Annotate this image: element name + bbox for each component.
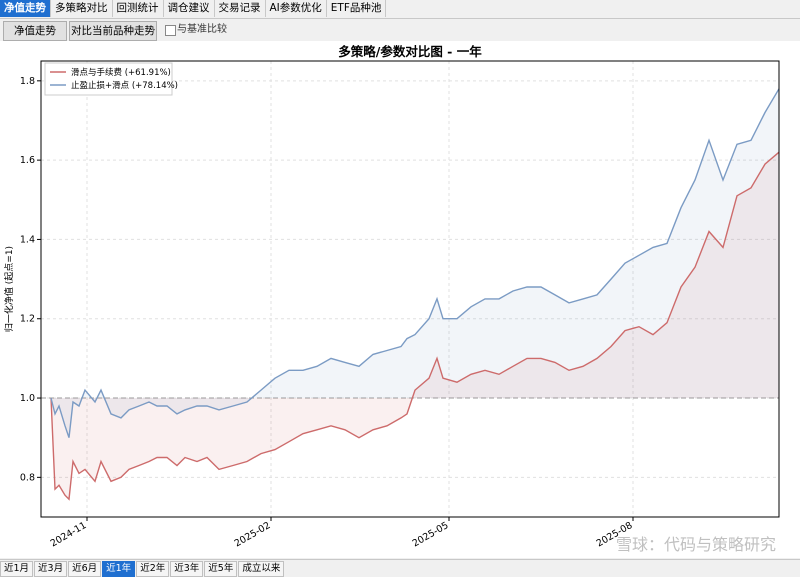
y-tick-label: 1.0 [20,393,35,404]
y-tick-label: 1.8 [20,76,35,87]
legend: 滑点与手续费 (+61.91%) 止盈止损+滑点 (+78.14%) [44,62,178,96]
series-line-1 [50,151,780,501]
watermark-text: 雪球：代码与策略研究 [616,535,776,554]
benchmark-checkbox-label: 与基准比较 [177,24,227,35]
legend-label-1: 滑点与手续费 (+61.91%) [71,67,171,78]
nav-chart-button[interactable]: 净值走势 [3,21,67,41]
legend-label-2: 止盈止损+滑点 (+78.14%) [71,80,178,91]
x-tick-label: 2024-11 [49,520,89,549]
tab-etf-pool[interactable]: ETF品种池 [327,0,387,17]
series-fills [51,88,779,500]
range-3y[interactable]: 近3年 [170,561,204,577]
legend-box [44,62,173,96]
y-tick-label: 1.4 [20,234,35,245]
tab-rebalance[interactable]: 调仓建议 [164,0,215,17]
range-3m[interactable]: 近3月 [34,561,68,577]
range-2y[interactable]: 近2年 [136,561,170,577]
range-1y[interactable]: 近1年 [102,561,136,577]
range-5y[interactable]: 近5年 [204,561,238,577]
y-tick-label: 1.6 [20,155,35,166]
y-tick-label: 1.2 [20,314,35,325]
y-tick-label: 0.8 [20,472,35,483]
chart-title: 多策略/参数对比图 - 一年 [338,44,482,59]
y-axis-label: 归一化净值 (起点=1) [3,246,15,332]
compare-current-button[interactable]: 对比当前品种走势 [69,21,157,41]
tab-ai-optimize[interactable]: AI参数优化 [266,0,327,17]
toolbar: 净值走势 对比当前品种走势 与基准比较 [0,19,800,41]
plot-frame [40,60,780,518]
tab-backtest-stats[interactable]: 回测统计 [113,0,164,17]
tab-trade-log[interactable]: 交易记录 [215,0,266,17]
range-6m[interactable]: 近6月 [68,561,102,577]
tab-nav[interactable]: 净值走势 [0,0,51,17]
benchmark-checkbox[interactable]: 与基准比较 [165,23,227,37]
x-tick-label: 2025-05 [411,520,451,549]
chart-area: 0.8 1.0 1.2 1.4 1.6 1.8 2024-11 2025-02 2025-05 2… [0,41,800,558]
checkbox-box-icon[interactable] [165,24,176,36]
range-1m[interactable]: 近1月 [0,561,34,577]
series-line-2 [50,88,780,438]
tab-multi-strategy[interactable]: 多策略对比 [51,0,113,17]
series-fill-2 [51,88,779,438]
x-tick-label: 2025-02 [233,520,273,549]
main-tabbar: 净值走势 多策略对比 回测统计 调仓建议 交易记录 AI参数优化 ETF品种池 [0,0,800,19]
range-bar: 近1月 近3月 近6月 近1年 近2年 近3年 近5年 成立以来 [0,559,800,577]
range-inception[interactable]: 成立以来 [238,561,285,577]
series-lines [50,88,780,501]
series-fill-1 [51,152,779,500]
